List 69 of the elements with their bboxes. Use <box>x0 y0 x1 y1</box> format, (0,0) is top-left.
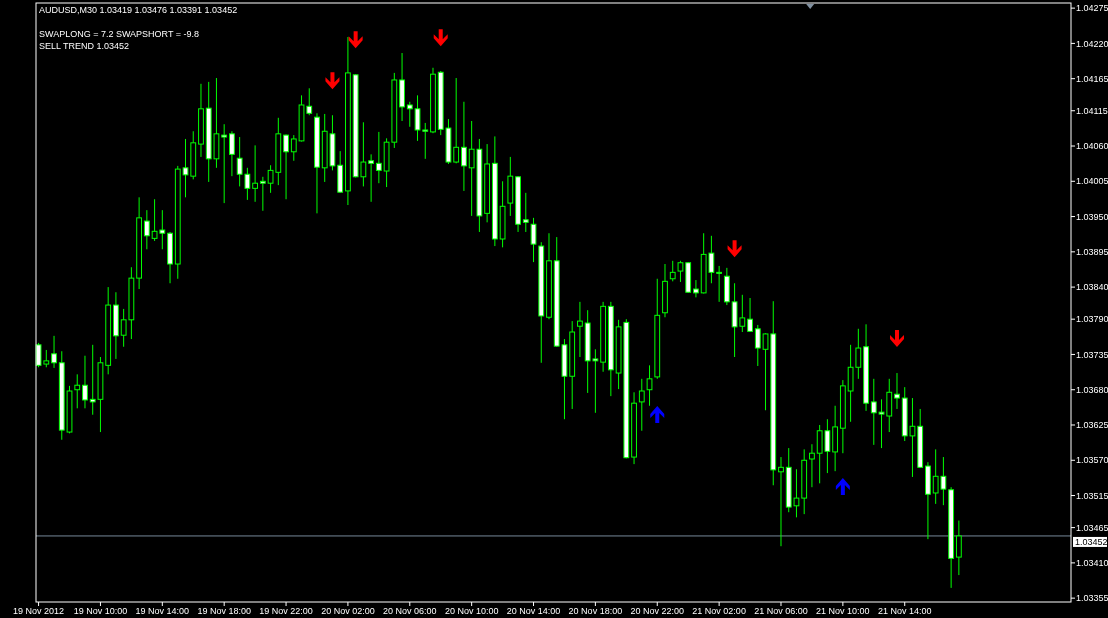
candlestick <box>221 123 228 204</box>
point <box>325 72 340 90</box>
x-tick-label: 21 Nov 06:00 <box>754 606 808 616</box>
ref-line-label: 1.03452 <box>1075 537 1108 548</box>
x-tick-label: 20 Nov 22:00 <box>630 606 685 616</box>
candlestick <box>778 456 784 547</box>
point <box>650 406 665 424</box>
y-tick-label: 1.04005 <box>1076 176 1108 187</box>
x-tick-label: 20 Nov 14:00 <box>506 606 561 616</box>
y-tick-label: 1.03680 <box>1076 384 1108 395</box>
x-tick-label: 20 Nov 10:00 <box>444 606 499 616</box>
y-tick-label: 1.03790 <box>1076 314 1108 325</box>
candlestick <box>51 335 57 369</box>
x-tick-label: 19 Nov 14:00 <box>135 606 190 616</box>
y-tick-label: 1.03895 <box>1076 246 1108 257</box>
candlestick <box>283 133 289 200</box>
y-tick-label: 1.03515 <box>1076 490 1108 501</box>
candlestick <box>809 443 815 488</box>
y-tick-label: 1.03735 <box>1076 349 1108 360</box>
x-tick-label: 19 Nov 18:00 <box>197 606 251 616</box>
x-tick-label: 19 Nov 2012 <box>13 606 65 616</box>
candlestick <box>74 373 81 409</box>
candlestick <box>894 372 900 410</box>
point <box>348 31 363 49</box>
y-tick-label: 1.04165 <box>1076 73 1108 84</box>
x-tick-label: 20 Nov 02:00 <box>321 606 375 616</box>
candlestick <box>747 297 753 333</box>
candlestick <box>82 355 88 409</box>
candlestick <box>693 279 699 298</box>
candlestick <box>522 192 529 233</box>
y-tick-label: 1.03840 <box>1076 282 1108 293</box>
y-tick-label: 1.03355 <box>1076 593 1108 604</box>
y-tick-label: 1.04115 <box>1076 105 1108 116</box>
candlestick <box>375 131 382 184</box>
candlestick <box>143 209 150 250</box>
annotation: SELL TREND 1.03452 <box>39 41 130 51</box>
y-tick-label: 1.04275 <box>1076 3 1108 14</box>
candlestick <box>530 217 537 263</box>
y-tick-label: 1.03465 <box>1076 522 1108 533</box>
x-tick-label: 21 Nov 14:00 <box>877 606 932 616</box>
candlestick <box>638 378 645 432</box>
point <box>433 29 448 47</box>
point <box>727 240 742 258</box>
y-tick-label: 1.03625 <box>1076 420 1108 431</box>
x-tick-label: 21 Nov 10:00 <box>816 606 870 616</box>
candlestick <box>368 153 375 203</box>
y-tick-label: 1.04220 <box>1076 38 1108 49</box>
candlestick <box>955 520 962 576</box>
x-tick-label: 19 Nov 10:00 <box>73 606 128 616</box>
candlestick <box>577 301 583 358</box>
candlestick <box>252 144 259 203</box>
x-tick-label: 20 Nov 06:00 <box>383 606 437 616</box>
y-tick-label: 1.03570 <box>1076 455 1108 466</box>
candlestick <box>646 364 653 407</box>
y-tick-label: 1.03410 <box>1076 558 1108 569</box>
point <box>890 330 904 348</box>
candlestick <box>716 265 723 303</box>
candlestick <box>669 260 676 282</box>
x-tick-label: 19 Nov 22:00 <box>259 606 313 616</box>
y-tick-label: 1.03950 <box>1076 211 1108 222</box>
candlestick <box>229 130 235 177</box>
candlestick <box>461 101 467 192</box>
candlestick <box>259 176 266 212</box>
y-tick-label: 1.04060 <box>1076 141 1108 152</box>
annotation: SWAPLONG = 7.2 SWAPSHORT = -9.8 <box>39 29 200 39</box>
point <box>835 477 850 495</box>
x-tick-label: 20 Nov 18:00 <box>568 606 623 616</box>
chart-title: AUDUSD,M30 1.03419 1.03476 1.03391 1.03452 <box>39 5 238 15</box>
x-tick-label: 21 Nov 02:00 <box>692 606 746 616</box>
